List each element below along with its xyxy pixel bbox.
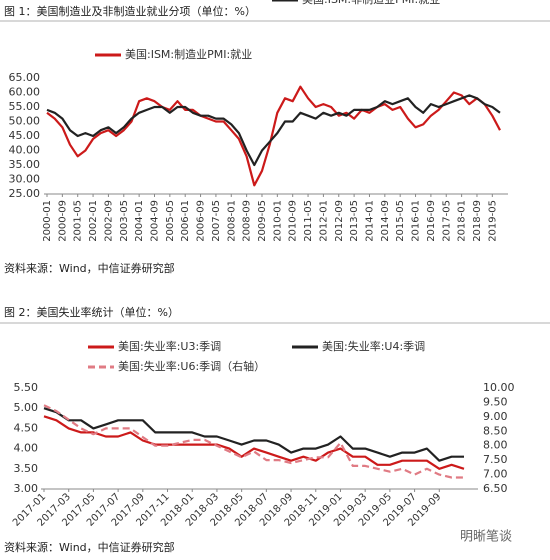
y2-tick-label: 7.50 bbox=[483, 453, 508, 466]
series-line bbox=[43, 415, 465, 470]
watermark: 明晰笔谈 bbox=[460, 529, 512, 545]
y-tick-label: 4.50 bbox=[14, 421, 39, 434]
x-tick-label: 2010-01 bbox=[272, 200, 283, 242]
x-tick-label: 2018-09 bbox=[472, 200, 483, 242]
x-tick-label: 2006-09 bbox=[196, 200, 207, 242]
y-tick-label: 5.50 bbox=[14, 381, 39, 394]
source-note: 资料来源：Wind，中信证券研究部 bbox=[4, 540, 175, 554]
y2-tick-label: 6.50 bbox=[483, 482, 508, 495]
source-note: 资料来源：Wind，中信证券研究部 bbox=[4, 261, 175, 275]
x-tick-label: 2008-09 bbox=[242, 200, 253, 242]
chart-title: 图 1：美国制造业及非制造业就业分项（单位：%） bbox=[4, 4, 256, 18]
x-tick-label: 2000-01 bbox=[42, 200, 53, 242]
y2-tick-label: 9.50 bbox=[483, 395, 508, 408]
x-tick-label: 2003-05 bbox=[119, 200, 130, 242]
y-tick-label: 55.00 bbox=[9, 100, 41, 113]
legend-label: 美国:失业率:U3:季调 bbox=[118, 339, 221, 353]
x-tick-label: 2006-01 bbox=[180, 200, 191, 242]
y2-tick-label: 10.00 bbox=[483, 381, 515, 394]
x-tick-label: 2016-01 bbox=[411, 200, 422, 242]
y-tick-label: 45.00 bbox=[9, 129, 41, 142]
y-tick-label: 4.00 bbox=[14, 442, 39, 455]
x-tick-label: 2008-01 bbox=[226, 200, 237, 242]
x-tick-label: 2014-09 bbox=[380, 200, 391, 242]
x-tick-label: 2011-05 bbox=[303, 200, 314, 242]
y-tick-label: 65.00 bbox=[9, 71, 41, 84]
x-tick-label: 2014-01 bbox=[364, 200, 375, 242]
x-tick-label: 2013-05 bbox=[349, 200, 360, 242]
x-tick-label: 2016-09 bbox=[426, 200, 437, 242]
series-line bbox=[43, 407, 464, 462]
legend-label: 美国:ISM:制造业PMI:就业 bbox=[125, 47, 252, 61]
x-tick-label: 2012-09 bbox=[334, 200, 345, 242]
x-tick-label: 2004-01 bbox=[134, 200, 145, 242]
x-tick-label: 2017-05 bbox=[441, 200, 452, 242]
legend-label: 美国:ISM:非制造业PMI:就业 bbox=[302, 0, 440, 6]
y-tick-label: 3.00 bbox=[14, 482, 39, 495]
y2-tick-label: 7.00 bbox=[483, 468, 508, 481]
x-tick-label: 2005-05 bbox=[165, 200, 176, 242]
y-tick-label: 35.00 bbox=[9, 158, 41, 171]
legend-label: 美国:失业率:U6:季调（右轴） bbox=[118, 359, 265, 373]
x-tick-label: 2002-09 bbox=[103, 200, 114, 242]
y2-tick-label: 8.00 bbox=[483, 439, 508, 452]
y-tick-label: 30.00 bbox=[9, 173, 41, 186]
y2-tick-label: 8.50 bbox=[483, 424, 508, 437]
series-line bbox=[46, 94, 501, 167]
y-tick-label: 25.00 bbox=[9, 187, 41, 200]
x-tick-label: 2009-05 bbox=[257, 200, 268, 242]
x-tick-label: 2000-09 bbox=[57, 200, 68, 242]
x-tick-label: 2010-09 bbox=[288, 200, 299, 242]
x-tick-label: 2004-09 bbox=[149, 200, 160, 242]
x-tick-label: 2019-05 bbox=[487, 200, 498, 242]
x-tick-label: 2001-05 bbox=[73, 200, 84, 242]
y-tick-label: 5.00 bbox=[14, 401, 39, 414]
series-line bbox=[46, 85, 501, 187]
y-tick-label: 3.50 bbox=[14, 462, 39, 475]
series-line bbox=[43, 404, 464, 479]
y-tick-label: 40.00 bbox=[9, 144, 41, 157]
x-tick-label: 2018-01 bbox=[457, 200, 468, 242]
x-tick-label: 2015-05 bbox=[395, 200, 406, 242]
y2-tick-label: 9.00 bbox=[483, 410, 508, 423]
y-tick-label: 50.00 bbox=[9, 115, 41, 128]
x-tick-label: 2007-05 bbox=[211, 200, 222, 242]
y-tick-label: 60.00 bbox=[9, 86, 41, 99]
x-tick-label: 2012-01 bbox=[318, 200, 329, 242]
chart-title: 图 2：美国失业率统计（单位：%） bbox=[4, 305, 179, 319]
legend-label: 美国:失业率:U4:季调 bbox=[322, 339, 425, 353]
x-tick-label: 2002-01 bbox=[88, 200, 99, 242]
